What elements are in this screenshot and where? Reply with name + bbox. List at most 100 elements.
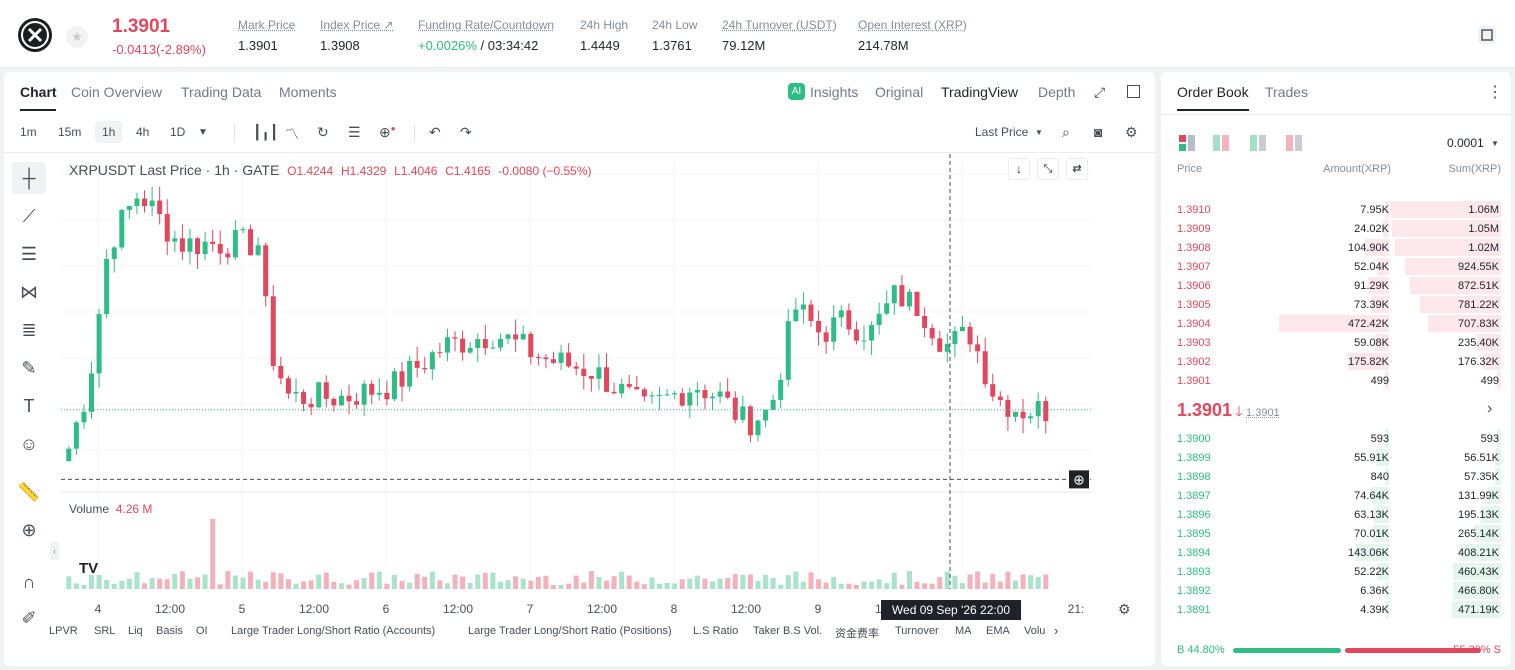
brush-icon[interactable]: ✎ (21, 358, 37, 378)
chevron-right-icon[interactable]: › (1054, 623, 1059, 638)
settings-gear-icon[interactable]: ⚙ (1118, 601, 1131, 617)
ruler-icon[interactable]: 📏 (17, 482, 41, 502)
price-chart[interactable]: 1.48001.46001.44001.42001.40001.380020 M… (61, 154, 1091, 666)
add-alert-icon[interactable]: ⊕● (379, 124, 396, 140)
indicator-item[interactable]: Large Trader Long/Short Ratio (Positions… (468, 625, 672, 637)
indicator-item[interactable]: SRL (94, 625, 116, 637)
bid-row[interactable]: 1.3897 74.64K 131.99K (1177, 486, 1501, 505)
bid-row[interactable]: 1.3900 593 593 (1177, 429, 1501, 448)
templates-icon[interactable]: ☰ (348, 124, 361, 140)
ask-row[interactable]: 1.3905 73.39K 781.22K (1177, 295, 1501, 314)
indicator-item[interactable]: EMA (986, 625, 1010, 637)
indicator-item[interactable]: OI (196, 625, 208, 637)
ask-row[interactable]: 1.3903 59.08K 235.40K (1177, 333, 1501, 352)
view-depth[interactable]: Depth (1038, 84, 1076, 100)
tf-15m[interactable]: 15m (58, 125, 82, 139)
horizontal-lines-icon[interactable]: ☰ (20, 244, 38, 264)
view-tradingview[interactable]: TradingView (941, 84, 1019, 100)
stat-24h-turnover[interactable]: 24h Turnover (USDT) 79.12M (722, 18, 837, 53)
tf-4h[interactable]: 4h (136, 125, 150, 139)
indicator-item[interactable]: Volu (1024, 625, 1046, 637)
ask-row[interactable]: 1.3902 175.82K 176.32K (1177, 352, 1501, 371)
tf-1h[interactable]: 1h (95, 121, 123, 143)
indicator-item[interactable]: LPVR (49, 625, 78, 637)
bid-row[interactable]: 1.3892 6.36K 466.80K (1177, 581, 1501, 600)
layout-bids-asks-icon[interactable] (1213, 135, 1229, 154)
indicator-item[interactable]: Large Trader Long/Short Ratio (Accounts) (231, 625, 436, 637)
indicator-item[interactable]: Turnover (895, 625, 939, 637)
more-icon[interactable]: ⋮ (1487, 84, 1503, 101)
tab-coin-overview[interactable]: Coin Overview (71, 84, 163, 100)
emoji-icon[interactable]: ☺ (19, 434, 39, 454)
window-icon[interactable] (1127, 85, 1140, 98)
fib-icon[interactable]: ≣ (21, 320, 37, 340)
book-icon[interactable] (1478, 26, 1496, 44)
text-icon[interactable]: T (23, 396, 35, 416)
caret-down-icon[interactable]: ▼ (198, 127, 208, 138)
pattern-icon[interactable]: ⋈ (20, 282, 38, 302)
tab-chart[interactable]: Chart (20, 84, 57, 100)
crosshair-icon[interactable]: ┼ (12, 162, 46, 194)
candle-body (952, 331, 958, 344)
gear-icon[interactable]: ⚙ (1125, 124, 1138, 140)
layout-asks-icon[interactable] (1286, 135, 1302, 154)
bid-row[interactable]: 1.3891 4.39K 471.19K (1177, 600, 1501, 619)
indicator-item[interactable]: Liq (128, 625, 143, 637)
stat-open-interest[interactable]: Open Interest (XRP) 214.78M (858, 18, 967, 53)
redo-icon[interactable]: ↷ (460, 124, 472, 140)
favorite-star-icon[interactable]: ★ (66, 26, 88, 48)
chevron-right-icon[interactable]: › (1487, 400, 1493, 417)
price-type-select[interactable]: Last Price (975, 125, 1029, 139)
bid-row[interactable]: 1.3899 55.91K 56.51K (1177, 448, 1501, 467)
pencil-lock-icon[interactable]: ✐ (21, 608, 37, 628)
ask-row[interactable]: 1.3906 91.29K 872.51K (1177, 276, 1501, 295)
ask-row[interactable]: 1.3909 24.02K 1.05M (1177, 219, 1501, 238)
stat-funding-rate[interactable]: Funding Rate/Countdown +0.0026% / 03:34:4… (418, 18, 554, 53)
tab-trades[interactable]: Trades (1265, 84, 1309, 100)
tab-moments[interactable]: Moments (279, 84, 337, 100)
view-insights[interactable]: Insights (810, 84, 859, 100)
tf-1m[interactable]: 1m (20, 125, 37, 139)
camera-icon[interactable]: ◙ (1094, 124, 1103, 140)
tab-order-book[interactable]: Order Book (1177, 84, 1249, 100)
expand-icon[interactable]: ⤢ (1094, 84, 1106, 100)
collapse-icon[interactable]: ⤡ (1037, 158, 1059, 180)
chevron-down-icon[interactable]: ▼ (1035, 128, 1043, 137)
tf-1d[interactable]: 1D (170, 125, 186, 139)
ask-row[interactable]: 1.3907 52.04K 924.55K (1177, 257, 1501, 276)
ask-row[interactable]: 1.3904 472.42K 707.83K (1177, 314, 1501, 333)
stat-mark-price[interactable]: Mark Price 1.3901 (238, 18, 295, 53)
precision-select[interactable]: 0.0001 (1447, 136, 1484, 150)
collapse-toolbar-icon[interactable]: ‹ (50, 542, 59, 560)
indicators-icon[interactable]: 〽 (285, 126, 299, 142)
refresh-icon[interactable]: ↻ (317, 124, 329, 140)
indicator-item[interactable]: 资金费率 (835, 628, 879, 640)
bid-row[interactable]: 1.3895 70.01K 265.14K (1177, 524, 1501, 543)
scroll-down-icon[interactable]: ↓ (1008, 158, 1030, 180)
search-icon[interactable]: ⌕ (1062, 124, 1070, 140)
bid-row[interactable]: 1.3898 840 57.35K (1177, 467, 1501, 486)
ask-row[interactable]: 1.3908 104.90K 1.02M (1177, 238, 1501, 257)
ask-row[interactable]: 1.3901 499 499 (1177, 371, 1501, 390)
layout-bids-icon[interactable] (1250, 135, 1266, 154)
bid-row[interactable]: 1.3896 63.13K 195.13K (1177, 505, 1501, 524)
indicator-item[interactable]: L.S Ratio (693, 625, 739, 637)
mid-price-row[interactable]: 1.3901 🡓 1.3901 (1177, 400, 1280, 425)
stat-index-price[interactable]: Index Price ↗ 1.3908 (320, 18, 393, 53)
bid-row[interactable]: 1.3893 52.22K 460.43K (1177, 562, 1501, 581)
indicator-item[interactable]: MA (955, 625, 972, 637)
indicator-item[interactable]: Taker B.S Vol. (753, 625, 823, 637)
layout-both-icon[interactable] (1179, 135, 1195, 154)
chevron-down-icon[interactable]: ▼ (1491, 139, 1499, 148)
indicator-item[interactable]: Basis (156, 625, 183, 637)
zoom-in-icon[interactable]: ⊕ (21, 520, 37, 540)
undo-icon[interactable]: ↶ (429, 124, 441, 140)
tab-trading-data[interactable]: Trading Data (181, 84, 262, 100)
view-original[interactable]: Original (875, 84, 924, 100)
ask-row[interactable]: 1.3910 7.95K 1.06M (1177, 200, 1501, 219)
candles-icon[interactable]: ┃╻┃ (253, 124, 279, 140)
bid-row[interactable]: 1.3894 143.06K 408.21K (1177, 543, 1501, 562)
magnet-icon[interactable]: ∩ (22, 572, 36, 592)
swap-icon[interactable]: ⇄ (1066, 158, 1088, 180)
trendline-icon[interactable]: ⟋ (22, 206, 36, 226)
